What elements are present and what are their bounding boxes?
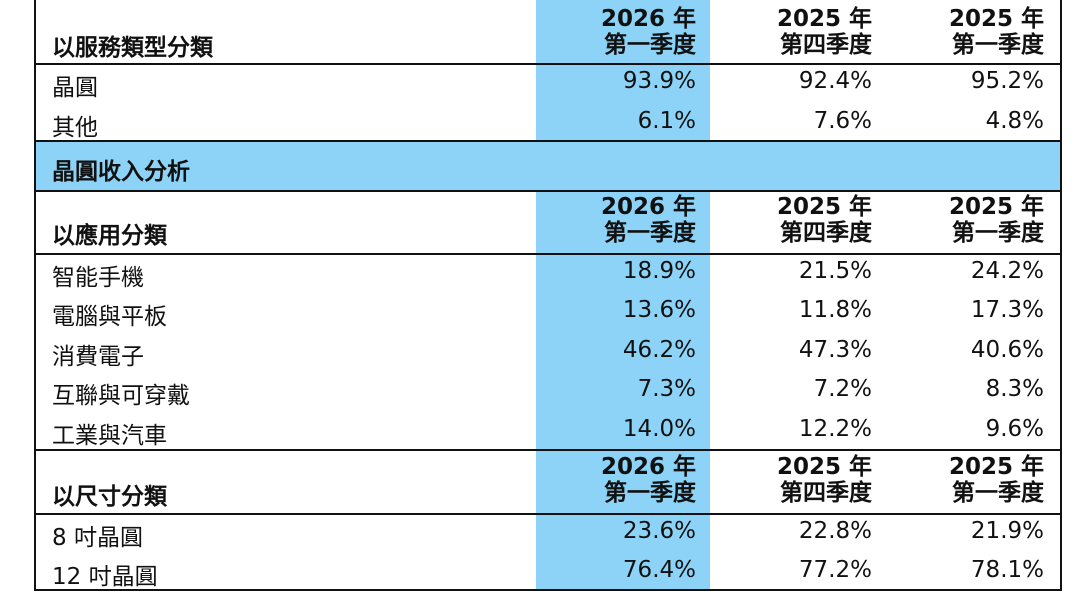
service-header-row: 以服務類型分類 2026 年第一季度 2025 年第四季度 2025 年第一季度 <box>36 0 1060 62</box>
header-col-3: 2025 年第一季度 <box>948 6 1044 58</box>
header-col-1: 2026 年第一季度 <box>600 454 696 506</box>
current-quarter-highlight-column <box>536 0 710 589</box>
header-col-3: 2025 年第一季度 <box>948 454 1044 506</box>
header-col-2: 2025 年第四季度 <box>776 194 872 246</box>
header-col-1: 2026 年第一季度 <box>600 6 696 58</box>
wafer-section-band: 晶圓收入分析 <box>36 142 1060 190</box>
divider <box>36 513 1060 515</box>
divider <box>36 253 1060 255</box>
divider <box>36 190 1060 192</box>
size-section-title: 以尺寸分類 <box>52 484 167 510</box>
application-header-row: 以應用分類 2026 年第一季度 2025 年第四季度 2025 年第一季度 <box>36 192 1060 252</box>
header-col-2: 2025 年第四季度 <box>776 6 872 58</box>
wafer-section-title: 晶圓收入分析 <box>52 159 190 185</box>
divider <box>36 449 1060 451</box>
service-section-title: 以服務類型分類 <box>52 35 213 61</box>
divider <box>36 63 1060 65</box>
divider <box>36 140 1060 142</box>
size-header-row: 以尺寸分類 2026 年第一季度 2025 年第四季度 2025 年第一季度 <box>36 451 1060 513</box>
application-section-title: 以應用分類 <box>52 223 167 249</box>
header-col-2: 2025 年第四季度 <box>776 454 872 506</box>
revenue-breakdown-table: 以服務類型分類 2026 年第一季度 2025 年第四季度 2025 年第一季度… <box>34 0 1062 591</box>
header-col-3: 2025 年第一季度 <box>948 194 1044 246</box>
header-col-1: 2026 年第一季度 <box>600 194 696 246</box>
